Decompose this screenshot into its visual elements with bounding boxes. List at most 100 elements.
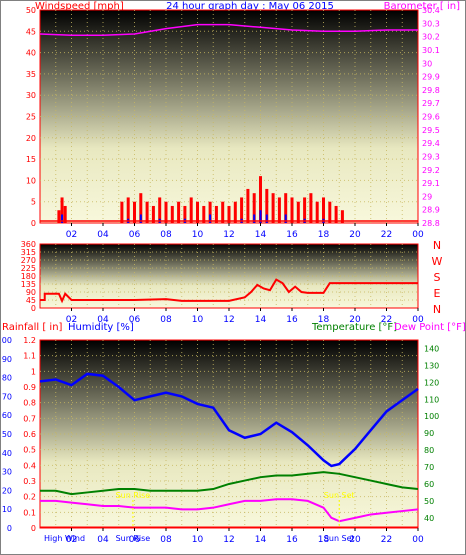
humidity-ytick-label: 10 — [2, 505, 12, 514]
dir-panel-xtick-label: 06 — [129, 315, 141, 325]
wind-ytick-label: 0 — [31, 219, 36, 228]
dir-panel-xtick-label: 00 — [412, 315, 424, 325]
wind-ytick-label: 15 — [26, 155, 36, 164]
rain-ytick-label: 0.7 — [23, 414, 36, 423]
wind-panel-xtick-label: 16 — [286, 230, 298, 240]
temperature-ytick-label: 50 — [424, 497, 434, 506]
baro-ytick-label: 30.2 — [422, 33, 440, 42]
temperature-ytick-label: 40 — [424, 514, 434, 523]
dir-panel-xtick-label: 20 — [349, 315, 361, 325]
dir-ytick-label: 360 — [21, 240, 36, 249]
rain-ytick-label: 1 — [31, 367, 36, 376]
wind-bar — [221, 201, 225, 223]
wind-panel-xtick-label: 04 — [97, 230, 109, 240]
gust-bar — [265, 214, 268, 223]
climate-panel-xtick-label: 02 — [66, 535, 77, 545]
wind-bar — [158, 197, 162, 223]
humidity-ytick-label: 80 — [2, 374, 12, 383]
wind-ytick-label: 45 — [26, 27, 36, 36]
header-title: 24 hour graph day : May 06 2015 — [166, 1, 334, 12]
dir-compass-label: N — [433, 239, 441, 252]
gust-bar — [61, 214, 64, 223]
humidity-ytick-label: 70 — [2, 392, 12, 401]
wind-bar — [277, 197, 281, 223]
wind-panel-xtick-label: 14 — [255, 230, 267, 240]
wind-panel-xtick-label: 00 — [412, 230, 424, 240]
dir-line — [40, 278, 418, 304]
wind-panel-xtick-label: 22 — [381, 230, 392, 240]
header-left-label: Windspeed [mph] — [35, 1, 124, 12]
dir-ytick-label: 270 — [21, 256, 36, 265]
temperature-ytick-label: 120 — [424, 378, 439, 387]
dir-ytick-label: 225 — [21, 264, 36, 273]
temperature-ytick-label: 100 — [424, 412, 439, 421]
wind-panel-xtick-label: 06 — [129, 230, 141, 240]
dir-panel-xtick-label: 12 — [223, 315, 234, 325]
wind-bar — [57, 210, 61, 223]
dir-compass-label: E — [434, 287, 441, 300]
wind-ytick-label: 10 — [26, 176, 36, 185]
annotation-sunrise-bottom: Sun Rise — [116, 534, 151, 543]
humidity-ytick-label: 90 — [2, 355, 12, 364]
rain-ytick-label: 0.3 — [23, 477, 36, 486]
dir-panel-xtick-label: 18 — [318, 315, 330, 325]
climate-panel-xtick-label: 10 — [192, 535, 204, 545]
temperature-axis-title: Temperature [°F] — [311, 322, 397, 333]
baro-ytick-label: 29.1 — [422, 179, 440, 188]
temperature-ytick-label: 90 — [424, 429, 434, 438]
baro-ytick-label: 28.8 — [422, 219, 440, 228]
climate-panel-xtick-label: 22 — [381, 535, 392, 545]
rain-ytick-label: 1.2 — [23, 336, 36, 345]
baro-ytick-label: 29.7 — [422, 99, 440, 108]
dewpoint-line — [40, 498, 419, 523]
baro-line — [39, 23, 418, 37]
humidity-ytick-label: 0 — [7, 524, 12, 533]
gust-bar — [139, 214, 142, 223]
baro-ytick-label: 29.8 — [422, 86, 440, 95]
wind-bar — [315, 201, 319, 223]
gust-bar — [259, 210, 262, 223]
temperature-ytick-label: 60 — [424, 480, 434, 489]
annotation-sunset-mid: Sun Set — [324, 491, 355, 500]
dir-panel-xtick-label: 22 — [381, 315, 392, 325]
baro-ytick-label: 29.6 — [422, 113, 440, 122]
wind-bar — [271, 193, 275, 223]
wind-bar — [164, 201, 168, 223]
wind-bar — [183, 205, 187, 223]
wind-bar — [284, 193, 288, 223]
humidity-line — [39, 372, 419, 468]
dir-ytick-label: 0 — [31, 304, 36, 313]
gust-bar — [284, 214, 287, 223]
climate-panel-xtick-label: 12 — [223, 535, 234, 545]
climate-panel-xtick-label: 14 — [255, 535, 267, 545]
dir-compass-label: W — [432, 255, 443, 268]
dir-ytick-label: 180 — [21, 272, 36, 281]
dir-panel-xtick-label: 10 — [192, 315, 204, 325]
wind-bar — [170, 205, 174, 223]
rain-ytick-label: 0.5 — [23, 446, 36, 455]
annotation-sunrise-mid: Sun Rise — [116, 491, 151, 500]
humidity-axis-title: Humidity [%] — [68, 322, 134, 333]
wind-ytick-label: 30 — [26, 91, 36, 100]
annotation-high-wind: High Wind — [44, 534, 85, 543]
rain-ytick-label: 0.6 — [23, 430, 36, 439]
rain-ytick-label: 0.9 — [23, 383, 36, 392]
wind-bar — [296, 201, 300, 223]
wind-bar — [189, 197, 193, 223]
header-right-label: Barometer [ in] — [384, 1, 460, 12]
baro-ytick-label: 30 — [422, 59, 432, 68]
humidity-ytick-label: 30 — [2, 468, 12, 477]
dir-ytick-label: 45 — [26, 296, 36, 305]
wind-bar — [265, 188, 269, 223]
humidity-ytick-label: 20 — [2, 486, 12, 495]
dir-compass-label: N — [433, 303, 441, 316]
wind-bar — [340, 210, 344, 223]
wind-bar — [240, 197, 244, 223]
baro-ytick-label: 30.4 — [422, 6, 440, 15]
wind-panel-xtick-label: 08 — [160, 230, 172, 240]
dir-ytick-label: 315 — [21, 248, 36, 257]
baro-ytick-label: 30.1 — [422, 46, 440, 55]
wind-bar — [334, 205, 338, 223]
baro-ytick-label: 29.9 — [422, 73, 440, 82]
